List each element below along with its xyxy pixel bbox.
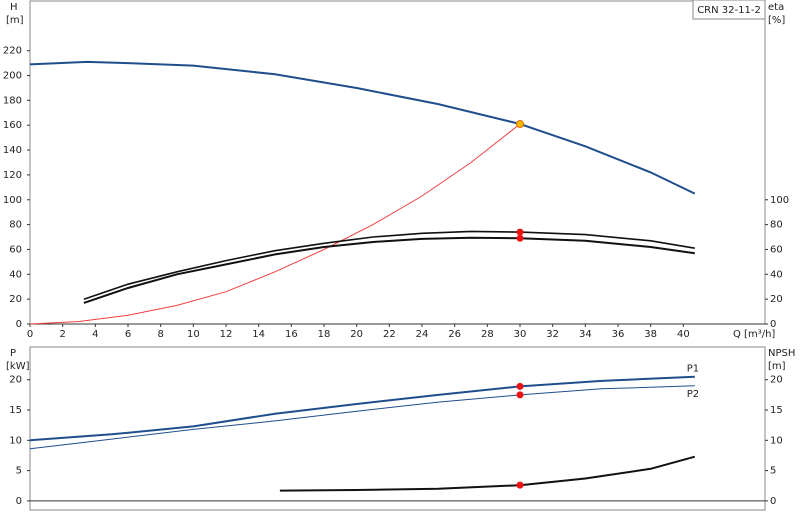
x-tick-label: 26 bbox=[448, 329, 461, 340]
title-box bbox=[692, 0, 766, 20]
x-label: Q [m³/h] bbox=[733, 329, 775, 340]
y-unit: [kW] bbox=[6, 361, 30, 372]
y-tick-label: 0 bbox=[16, 496, 22, 507]
operating-point bbox=[516, 391, 524, 399]
y2-tick-label: 20 bbox=[770, 294, 783, 305]
y-tick-label: 120 bbox=[3, 170, 22, 181]
x-tick-label: 18 bbox=[318, 329, 331, 340]
x-tick-label: 8 bbox=[157, 329, 163, 340]
x-tick-label: 12 bbox=[220, 329, 233, 340]
curve bbox=[279, 455, 696, 492]
series-label: P2 bbox=[687, 389, 699, 400]
x-tick-label: 14 bbox=[252, 329, 265, 340]
x-tick-label: 38 bbox=[644, 329, 657, 340]
y-tick-label: 10 bbox=[9, 435, 22, 446]
curve bbox=[83, 230, 695, 300]
y-tick-label: 180 bbox=[3, 95, 22, 106]
y-tick-label: 140 bbox=[3, 145, 22, 156]
y-tick-label: 0 bbox=[16, 319, 22, 330]
y-tick-label: 160 bbox=[3, 120, 22, 131]
plot-frame bbox=[29, 0, 766, 325]
y2-tick-label: 5 bbox=[770, 466, 776, 477]
y2-unit: [m] bbox=[768, 361, 786, 372]
plot-frame bbox=[29, 346, 766, 511]
x-tick-label: 10 bbox=[187, 329, 200, 340]
curve bbox=[29, 60, 696, 195]
x-tick-label: 34 bbox=[579, 329, 592, 340]
operating-point bbox=[516, 119, 524, 128]
y-tick-label: 60 bbox=[9, 244, 22, 255]
y-tick-label: 40 bbox=[9, 269, 22, 280]
y2-tick-label: 20 bbox=[770, 375, 783, 386]
y-tick-label: 20 bbox=[9, 294, 22, 305]
chart-title: CRN 32-11-2 bbox=[697, 5, 761, 16]
y-tick-label: 15 bbox=[9, 405, 22, 416]
x-tick-label: 6 bbox=[125, 329, 131, 340]
y-unit: [m] bbox=[6, 15, 24, 26]
curve bbox=[29, 375, 695, 442]
y2-tick-label: 0 bbox=[770, 496, 776, 507]
operating-point bbox=[516, 228, 524, 236]
curve bbox=[29, 123, 521, 325]
x-tick-label: 0 bbox=[27, 329, 33, 340]
y2-tick-label: 100 bbox=[770, 195, 789, 206]
y2-tick-label: 15 bbox=[770, 405, 783, 416]
y-tick-label: 100 bbox=[3, 195, 22, 206]
x-tick-label: 20 bbox=[350, 329, 363, 340]
x-tick-label: 22 bbox=[383, 329, 396, 340]
x-tick-label: 32 bbox=[546, 329, 559, 340]
y-tick-label: 5 bbox=[16, 466, 22, 477]
y2-label: eta bbox=[768, 2, 784, 13]
operating-point bbox=[516, 234, 524, 242]
x-tick-label: 4 bbox=[92, 329, 98, 340]
x-tick-label: 40 bbox=[677, 329, 690, 340]
operating-point bbox=[516, 382, 524, 390]
operating-point bbox=[516, 481, 524, 489]
y-tick-label: 220 bbox=[3, 46, 22, 57]
y-tick-label: 20 bbox=[9, 375, 22, 386]
x-tick-label: 28 bbox=[481, 329, 494, 340]
y-label: P bbox=[10, 348, 16, 359]
y2-tick-label: 10 bbox=[770, 435, 783, 446]
x-tick-label: 30 bbox=[514, 329, 527, 340]
x-tick-label: 2 bbox=[59, 329, 65, 340]
y-tick-label: 80 bbox=[9, 220, 22, 231]
x-tick-label: 16 bbox=[285, 329, 298, 340]
y2-unit: [%] bbox=[768, 15, 785, 26]
x-tick-label: 24 bbox=[416, 329, 429, 340]
y-label: H bbox=[10, 2, 18, 13]
x-tick-label: 36 bbox=[612, 329, 625, 340]
y2-tick-label: 80 bbox=[770, 220, 783, 231]
y2-tick-label: 40 bbox=[770, 269, 783, 280]
series-label: P1 bbox=[687, 364, 699, 375]
curve bbox=[83, 236, 695, 304]
y-tick-label: 200 bbox=[3, 71, 22, 82]
y2-label: NPSH bbox=[768, 348, 795, 359]
y2-tick-label: 60 bbox=[770, 244, 783, 255]
curve bbox=[29, 385, 695, 450]
y2-tick-label: 0 bbox=[770, 319, 776, 330]
